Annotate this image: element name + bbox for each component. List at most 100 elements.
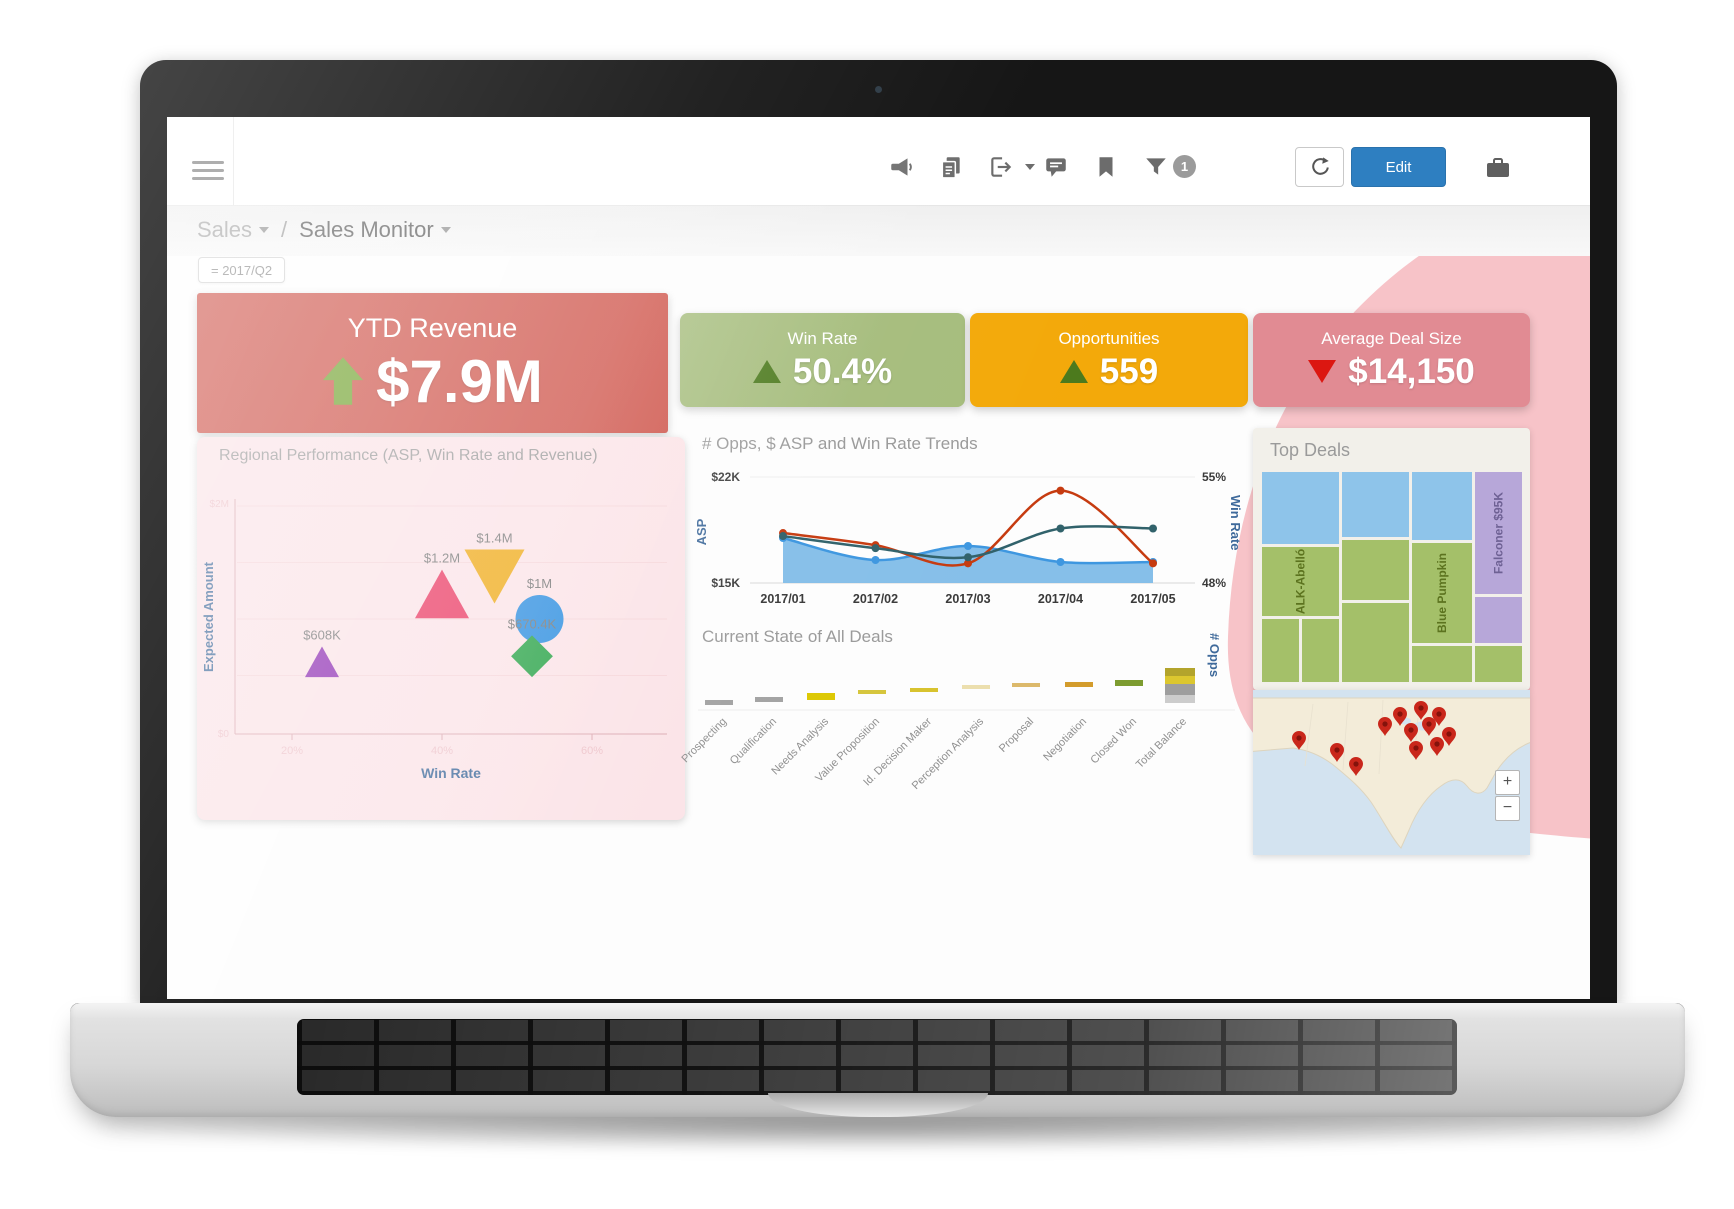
- deal-stage-bar[interactable]: [807, 693, 835, 700]
- treemap-tile[interactable]: [1342, 472, 1409, 537]
- svg-text:20%: 20%: [281, 745, 303, 757]
- comment-icon[interactable]: [1043, 154, 1069, 180]
- deal-stage-bar[interactable]: [962, 685, 990, 689]
- scatter-point[interactable]: [515, 595, 564, 643]
- map-pin[interactable]: [1292, 731, 1306, 750]
- map-pin[interactable]: [1378, 717, 1392, 736]
- treemap-tile[interactable]: [1412, 543, 1472, 643]
- kpi-card-ytd-revenue[interactable]: YTD Revenue $7.9M: [197, 293, 668, 433]
- up-triangle-icon: [752, 360, 781, 383]
- data-point[interactable]: [779, 532, 787, 541]
- treemap-tile[interactable]: [1302, 619, 1339, 682]
- regional-performance-panel: Regional Performance (ASP, Win Rate and …: [197, 437, 685, 820]
- svg-text:Total Balance: Total Balance: [1134, 716, 1189, 771]
- filter-icon[interactable]: [1143, 154, 1169, 180]
- treemap-tile[interactable]: [1475, 472, 1522, 594]
- treemap-tile[interactable]: [1262, 547, 1339, 616]
- deal-stage-bar[interactable]: [1115, 680, 1143, 686]
- map-zoom-in-button[interactable]: +: [1495, 770, 1520, 795]
- stacked-bar-segment[interactable]: [1165, 695, 1195, 703]
- data-point[interactable]: [871, 556, 880, 564]
- line-series-asp[interactable]: [782, 489, 1154, 567]
- map-pin[interactable]: [1409, 741, 1423, 760]
- svg-text:Qualification: Qualification: [728, 716, 779, 767]
- stacked-bar-segment[interactable]: [1165, 684, 1195, 695]
- treemap-tile[interactable]: [1475, 646, 1522, 682]
- svg-text:Negotiation: Negotiation: [1041, 716, 1089, 764]
- map-zoom-out-button[interactable]: −: [1495, 796, 1520, 821]
- data-point[interactable]: [964, 559, 972, 568]
- kpi-title: Average Deal Size: [1321, 328, 1462, 348]
- data-point[interactable]: [1149, 559, 1157, 568]
- scatter-chart: $2M $0 20% 40% 60% Win Rate Expected Amount $60…: [201, 499, 667, 781]
- data-point[interactable]: [871, 544, 880, 553]
- chevron-down-icon[interactable]: [259, 227, 270, 233]
- down-triangle-icon: [1308, 360, 1337, 383]
- map-pin[interactable]: [1422, 717, 1436, 736]
- panel-title: Top Deals: [1270, 440, 1351, 460]
- deal-stage-bar[interactable]: [705, 700, 733, 705]
- export-dropdown-caret[interactable]: [1017, 154, 1035, 180]
- filter-chip[interactable]: = 2017/Q2: [198, 257, 286, 283]
- data-point[interactable]: [1056, 486, 1065, 495]
- laptop-screen: 1 Edit Sales / Sales Monitor: [140, 60, 1617, 1005]
- breadcrumb-parent[interactable]: Sales: [197, 217, 253, 242]
- map-pin[interactable]: [1432, 707, 1446, 726]
- kpi-card-win-rate[interactable]: Win Rate 50.4%: [680, 313, 965, 407]
- treemap-tile[interactable]: [1262, 619, 1299, 682]
- map-pin[interactable]: [1349, 757, 1363, 776]
- map[interactable]: [1253, 690, 1530, 855]
- briefcase-icon[interactable]: [1485, 156, 1511, 182]
- announce-icon[interactable]: [888, 154, 914, 180]
- deal-stage-bar[interactable]: [755, 697, 783, 702]
- map-pin[interactable]: [1330, 743, 1344, 762]
- kpi-card-opportunities[interactable]: Opportunities 559: [970, 313, 1248, 407]
- svg-text:48%: 48%: [1202, 576, 1226, 590]
- svg-text:Expected Amount: Expected Amount: [201, 561, 216, 672]
- breadcrumb-current[interactable]: Sales Monitor: [299, 217, 434, 242]
- data-point[interactable]: [1056, 524, 1065, 533]
- breadcrumb-band: Sales / Sales Monitor: [167, 206, 1590, 256]
- kpi-card-average-deal-size[interactable]: Average Deal Size $14,150: [1253, 313, 1530, 407]
- map-pin[interactable]: [1414, 701, 1428, 720]
- map-pin[interactable]: [1442, 727, 1456, 746]
- breadcrumb: Sales / Sales Monitor: [197, 217, 451, 243]
- treemap-tile[interactable]: [1412, 646, 1472, 682]
- svg-text:$670.4K: $670.4K: [508, 616, 557, 631]
- deal-stage-bar[interactable]: [1065, 682, 1093, 687]
- treemap-tile[interactable]: [1342, 603, 1409, 682]
- treemap-tile[interactable]: [1412, 472, 1472, 540]
- export-icon[interactable]: [988, 154, 1014, 180]
- deal-stage-bar[interactable]: [858, 690, 886, 694]
- kpi-value: $14,150: [1348, 351, 1475, 391]
- refresh-button[interactable]: [1295, 147, 1344, 187]
- edit-button[interactable]: Edit: [1351, 147, 1446, 187]
- bookmark-icon[interactable]: [1093, 154, 1119, 180]
- stacked-bar-segment[interactable]: [1165, 676, 1195, 684]
- menu-icon[interactable]: [192, 161, 224, 185]
- map-pin[interactable]: [1393, 707, 1407, 726]
- toolbar-divider: [233, 117, 234, 205]
- treemap-tile[interactable]: [1342, 540, 1409, 600]
- chevron-down-icon[interactable]: [440, 227, 451, 233]
- data-point[interactable]: [1056, 558, 1065, 566]
- data-point[interactable]: [964, 542, 972, 550]
- data-point[interactable]: [1149, 524, 1157, 533]
- up-triangle-icon: [1059, 360, 1088, 383]
- copy-icon[interactable]: [938, 154, 964, 180]
- map-pin[interactable]: [1404, 723, 1418, 742]
- treemap-tile[interactable]: [1475, 597, 1522, 643]
- line-chart: $22K $15K 55% 48% 2017/01 2017/02 2017/03 2017/…: [694, 470, 1243, 606]
- data-point[interactable]: [964, 553, 972, 562]
- kpi-value: $7.9M: [376, 347, 543, 415]
- scatter-point[interactable]: [464, 549, 525, 604]
- scatter-point[interactable]: [415, 569, 469, 619]
- deal-stage-bar[interactable]: [1012, 683, 1040, 687]
- stacked-bar-segment[interactable]: [1165, 668, 1195, 676]
- scatter-point[interactable]: [305, 646, 339, 678]
- treemap-tile[interactable]: [1262, 472, 1339, 544]
- map-pin[interactable]: [1430, 737, 1444, 756]
- laptop-keyboard: [297, 1019, 1457, 1095]
- deal-stage-bar[interactable]: [910, 688, 938, 692]
